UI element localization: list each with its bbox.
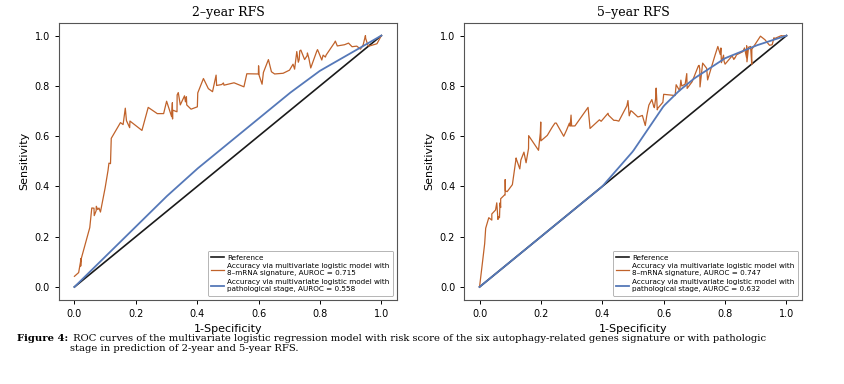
Title: 2–year RFS: 2–year RFS xyxy=(192,6,264,19)
Y-axis label: Sensitivity: Sensitivity xyxy=(425,132,435,190)
Title: 5–year RFS: 5–year RFS xyxy=(597,6,669,19)
Text: Figure 4:: Figure 4: xyxy=(17,334,68,343)
X-axis label: 1-Specificity: 1-Specificity xyxy=(598,324,668,334)
X-axis label: 1-Specificity: 1-Specificity xyxy=(193,324,262,334)
Legend: Reference, Accuracy via multivariate logistic model with
8–mRNA signature, AUROC: Reference, Accuracy via multivariate log… xyxy=(613,251,798,296)
Legend: Reference, Accuracy via multivariate logistic model with
8–mRNA signature, AUROC: Reference, Accuracy via multivariate log… xyxy=(208,251,393,296)
Y-axis label: Sensitivity: Sensitivity xyxy=(19,132,30,190)
Text: ROC curves of the multivariate logistic regression model with risk score of the : ROC curves of the multivariate logistic … xyxy=(70,334,766,354)
